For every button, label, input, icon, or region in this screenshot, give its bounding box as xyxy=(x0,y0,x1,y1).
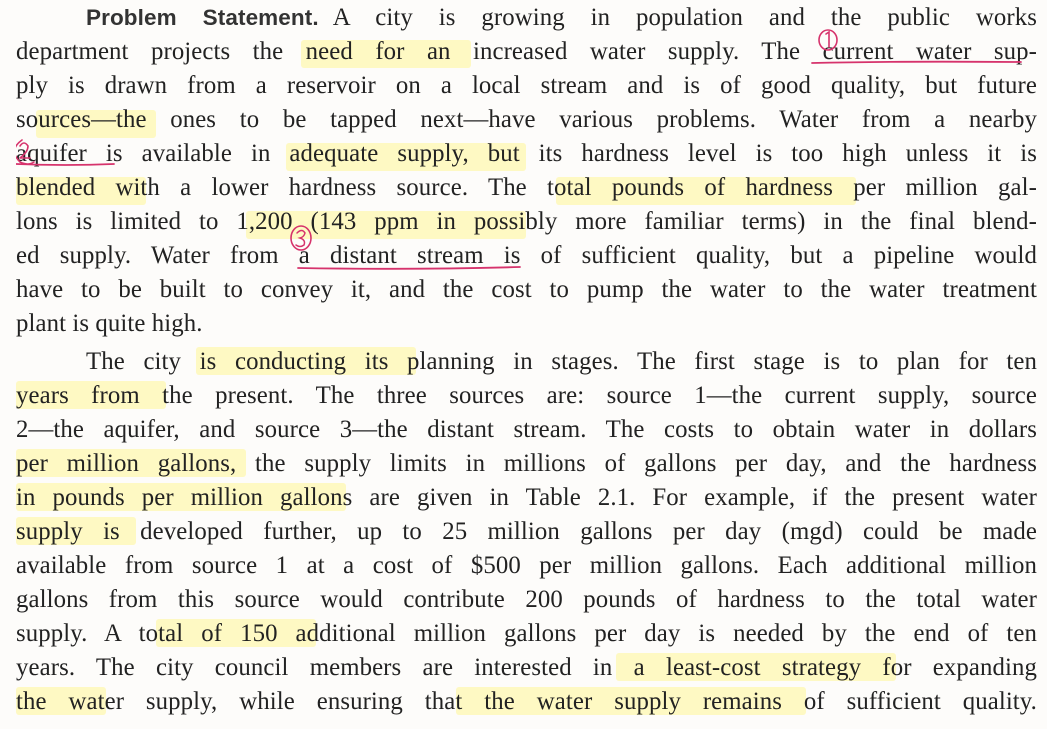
text-line: in pounds per million gallons are given … xyxy=(16,484,1037,511)
text-line: per million gallons, the supply limits i… xyxy=(16,450,1037,477)
text-line: Problem Statement. A city is growing in p… xyxy=(16,1,1037,35)
text-line: 2—the aquifer, and source 3—the distant … xyxy=(16,416,1037,443)
document-page: Problem Statement. A city is growing in p… xyxy=(16,0,1037,729)
text-line: plant is quite high. xyxy=(16,310,203,337)
text-line: supply is developed further, up to 25 mi… xyxy=(16,518,1037,545)
text-line: have to be built to convey it, and the c… xyxy=(16,276,1037,303)
text-line: aquifer is available in adequate supply,… xyxy=(16,140,1037,167)
text-line: years from the present. The three source… xyxy=(16,382,1037,409)
text-line: lons is limited to 1,200 (143 ppm in pos… xyxy=(16,208,1037,235)
text-line: sources—the ones to be tapped next—have … xyxy=(16,106,1037,133)
text-line: years. The city council members are inte… xyxy=(16,654,1037,681)
text-line: department projects the need for an incr… xyxy=(16,38,1037,65)
text-line: gallons from this source would contribut… xyxy=(16,586,1037,613)
line-text: A city is growing in population and the … xyxy=(332,4,1037,31)
text-line: the water supply, while ensuring that th… xyxy=(16,688,1037,715)
text-line: available from source 1 at a cost of $50… xyxy=(16,552,1037,579)
text-line: ply is drawn from a reservoir on a local… xyxy=(16,72,1037,99)
text-line: ed supply. Water from a distant stream i… xyxy=(16,242,1037,269)
text-line: The city is conducting its planning in s… xyxy=(86,348,1037,375)
text-line: blended with a lower hardness source. Th… xyxy=(16,174,1037,201)
section-heading: Problem Statement. xyxy=(86,5,319,30)
text-line: supply. A total of 150 additional millio… xyxy=(16,620,1037,647)
